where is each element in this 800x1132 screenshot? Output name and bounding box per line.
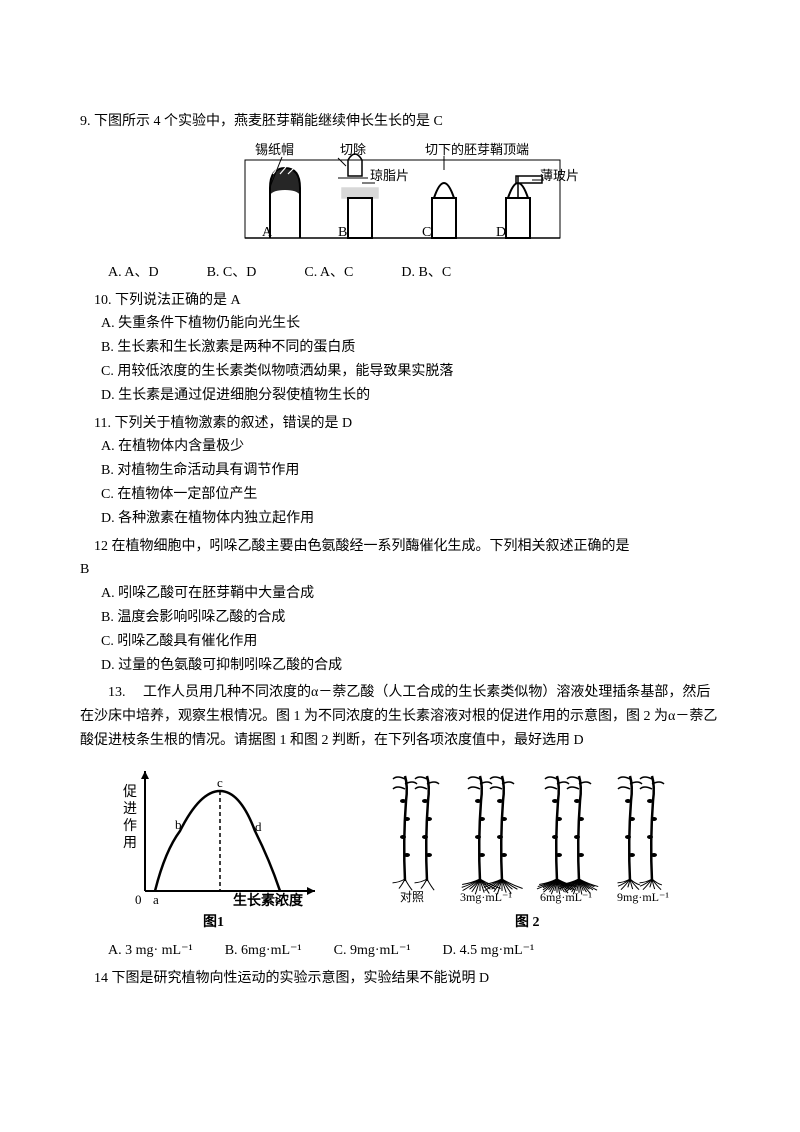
q11-opt-c: C. 在植物体一定部位产生	[80, 483, 720, 507]
q11-body: 下列关于植物激素的叙述，错误的是 D	[114, 416, 352, 431]
svg-text:对照: 对照	[400, 890, 424, 904]
question-13: 13. 工作人员用几种不同浓度的α－萘乙酸（人工合成的生长素类似物）溶液处理插条…	[80, 681, 720, 962]
q13-opt-a: A. 3 mg· mL⁻¹	[108, 939, 193, 963]
question-14: 14 下图是研究植物向性运动的实验示意图，实验结果不能说明 D	[80, 967, 720, 991]
q14-body: 下图是研究植物向性运动的实验示意图，实验结果不能说明 D	[112, 971, 490, 986]
q9-figure: 锡纸帽 切除 琼脂片 切下的胚芽鞘顶端 薄玻片 A	[80, 140, 720, 255]
q10-num: 10.	[94, 293, 112, 308]
q9-label-tipcut: 切下的胚芽鞘顶端	[425, 142, 529, 157]
q11-text: 11. 下列关于植物激素的叙述，错误的是 D	[80, 412, 720, 436]
q13-opt-b: B. 6mg·mL⁻¹	[225, 939, 302, 963]
q12-opt-c: C. 吲哚乙酸具有催化作用	[80, 630, 720, 654]
q9-opt-b: B. C、D	[207, 261, 257, 285]
q11-options: A. 在植物体内含量极少 B. 对植物生命活动具有调节作用 C. 在植物体一定部…	[80, 435, 720, 530]
question-9: 9. 下图所示 4 个实验中，燕麦胚芽鞘能继续伸长生长的是 C 锡纸帽 切除 琼…	[80, 110, 720, 285]
question-11: 11. 下列关于植物激素的叙述，错误的是 D A. 在植物体内含量极少 B. 对…	[80, 412, 720, 531]
svg-text:a: a	[153, 892, 159, 907]
q11-opt-d: D. 各种激素在植物体内独立起作用	[80, 507, 720, 531]
q10-opt-c: C. 用较低浓度的生长素类似物喷洒幼果，能导致果实脱落	[80, 360, 720, 384]
q9-exp-d	[506, 176, 544, 238]
q10-opt-d: D. 生长素是通过促进细胞分裂使植物生长的	[80, 384, 720, 408]
q12-options: A. 吲哚乙酸可在胚芽鞘中大量合成 B. 温度会影响吲哚乙酸的合成 C. 吲哚乙…	[80, 582, 720, 677]
q11-opt-b: B. 对植物生命活动具有调节作用	[80, 459, 720, 483]
q10-body: 下列说法正确的是 A	[115, 293, 241, 308]
svg-text:进: 进	[123, 801, 137, 817]
question-10: 10. 下列说法正确的是 A A. 失重条件下植物仍能向光生长 B. 生长素和生…	[80, 289, 720, 408]
q12-num: 12	[94, 539, 108, 554]
svg-text:c: c	[217, 775, 223, 790]
q9-label-agar: 琼脂片	[370, 168, 409, 183]
q10-options: A. 失重条件下植物仍能向光生长 B. 生长素和生长激素是两种不同的蛋白质 C.…	[80, 312, 720, 407]
svg-text:6mg·mL⁻¹: 6mg·mL⁻¹	[540, 890, 592, 904]
q9-label-tinfoil: 锡纸帽	[255, 142, 294, 157]
svg-text:0: 0	[135, 892, 142, 907]
q9-options: A. A、D B. C、D C. A、C D. B、C	[108, 261, 720, 285]
svg-text:用: 用	[123, 836, 137, 851]
svg-text:9mg·mL⁻¹: 9mg·mL⁻¹	[617, 890, 669, 904]
q13-text: 13. 工作人员用几种不同浓度的α－萘乙酸（人工合成的生长素类似物）溶液处理插条…	[80, 681, 720, 752]
q10-text: 10. 下列说法正确的是 A	[80, 289, 720, 313]
svg-text:图 2: 图 2	[515, 914, 540, 930]
q9-body: 下图所示 4 个实验中，燕麦胚芽鞘能继续伸长生长的是 C	[94, 114, 443, 129]
q9-opt-c: C. A、C	[304, 261, 353, 285]
svg-text:作: 作	[123, 818, 137, 834]
q13-fig2: 对照 3mg·mL⁻¹ 6mg·mL⁻¹ 9mg·mL⁻¹ 图 2	[385, 761, 685, 931]
q11-num: 11.	[94, 416, 111, 431]
svg-text:b: b	[175, 817, 182, 832]
q13-body: 工作人员用几种不同浓度的α－萘乙酸（人工合成的生长素类似物）溶液处理插条基部，然…	[80, 685, 717, 748]
q14-text: 14 下图是研究植物向性运动的实验示意图，实验结果不能说明 D	[80, 967, 720, 991]
q12-ans: B	[80, 558, 720, 582]
q12-body: 在植物细胞中，吲哚乙酸主要由色氨酸经一系列酶催化生成。下列相关叙述正确的是	[112, 539, 630, 554]
question-12: 12 在植物细胞中，吲哚乙酸主要由色氨酸经一系列酶催化生成。下列相关叙述正确的是…	[80, 535, 720, 678]
q9-text: 9. 下图所示 4 个实验中，燕麦胚芽鞘能继续伸长生长的是 C	[80, 110, 720, 134]
q9-opt-d: D. B、C	[401, 261, 451, 285]
q13-num: 13.	[108, 685, 126, 700]
svg-text:3mg·mL⁻¹: 3mg·mL⁻¹	[460, 890, 512, 904]
q12-opt-b: B. 温度会影响吲哚乙酸的合成	[80, 606, 720, 630]
svg-text:促: 促	[123, 784, 137, 800]
q9-opt-a: A. A、D	[108, 261, 159, 285]
q12-opt-a: A. 吲哚乙酸可在胚芽鞘中大量合成	[80, 582, 720, 606]
q9-exp-a	[270, 157, 300, 238]
q11-opt-a: A. 在植物体内含量极少	[80, 435, 720, 459]
q13-fig1: 促 进 作 用 a b c d e 0 生长素浓度 图1	[115, 761, 325, 931]
q10-opt-b: B. 生长素和生长激素是两种不同的蛋白质	[80, 336, 720, 360]
q13-opt-d: D. 4.5 mg·mL⁻¹	[443, 939, 535, 963]
q13-opt-c: C. 9mg·mL⁻¹	[334, 939, 411, 963]
q10-opt-a: A. 失重条件下植物仍能向光生长	[80, 312, 720, 336]
q14-num: 14	[94, 971, 108, 986]
svg-text:d: d	[255, 819, 262, 834]
q12-text: 12 在植物细胞中，吲哚乙酸主要由色氨酸经一系列酶催化生成。下列相关叙述正确的是	[80, 535, 720, 559]
q13-options: A. 3 mg· mL⁻¹ B. 6mg·mL⁻¹ C. 9mg·mL⁻¹ D.…	[108, 939, 720, 963]
svg-text:图1: 图1	[203, 914, 224, 930]
q9-svg: 锡纸帽 切除 琼脂片 切下的胚芽鞘顶端 薄玻片 A	[210, 140, 590, 255]
q9-num: 9.	[80, 114, 91, 129]
q9-exp-c	[432, 156, 456, 238]
q13-figures: 促 进 作 用 a b c d e 0 生长素浓度 图1 对照 3mg·mL⁻¹	[80, 761, 720, 931]
q12-opt-d: D. 过量的色氨酸可抑制吲哚乙酸的合成	[80, 654, 720, 678]
svg-text:生长素浓度: 生长素浓度	[233, 892, 304, 909]
